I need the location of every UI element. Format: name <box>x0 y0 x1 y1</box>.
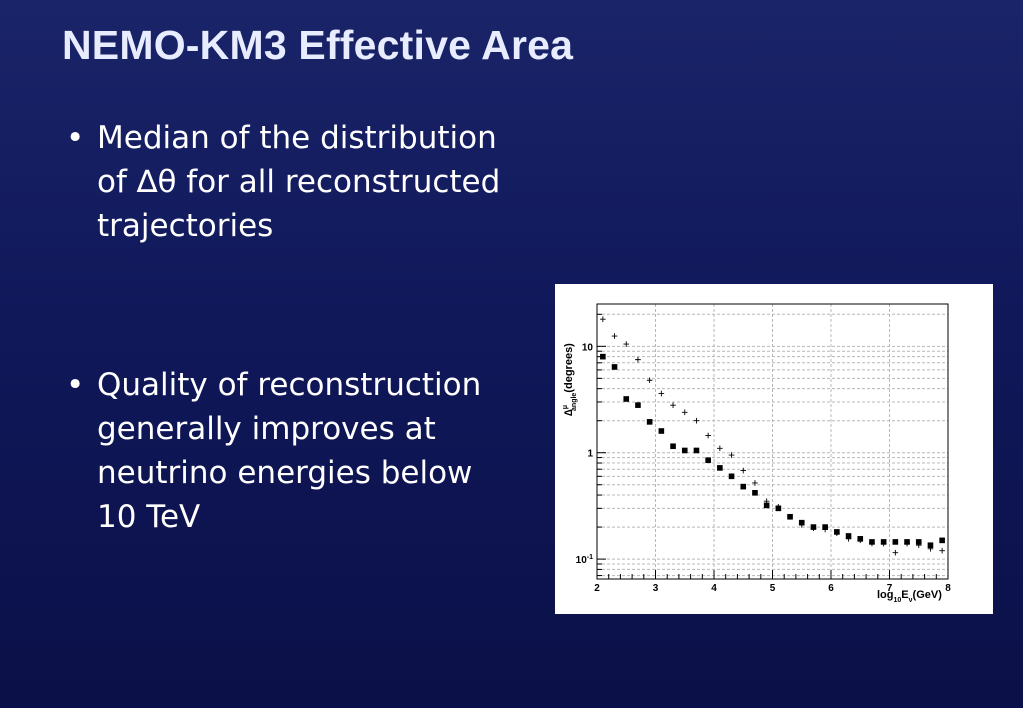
x-tick-label: 2 <box>594 583 600 594</box>
data-point-plus <box>681 409 688 416</box>
data-point-plus <box>845 536 852 542</box>
data-point-plus <box>635 356 641 363</box>
bullet-line: Median of the distribution <box>97 120 497 156</box>
bullet-line: 10 TeV <box>97 499 201 535</box>
bullet-text: Median of the distribution of ∆θ for all… <box>97 116 500 248</box>
data-point-square <box>611 364 618 370</box>
x-axis-label-mid: E <box>901 589 908 601</box>
data-point-square <box>635 402 641 408</box>
data-point-plus <box>834 530 840 537</box>
data-point-plus <box>740 467 747 474</box>
data-point-plus <box>646 377 653 384</box>
data-point-square <box>658 428 665 434</box>
data-point-plus <box>810 525 817 532</box>
y-axis-label-superscript: μ <box>562 405 569 409</box>
y-tick-label: 10 <box>582 342 594 353</box>
bullet-marker: • <box>66 367 85 403</box>
bullet-text: Quality of reconstruction generally impr… <box>97 363 481 539</box>
y-axis-label: ∆μ angle(degrees) <box>562 343 578 416</box>
bullet-line: generally improves at <box>97 411 436 447</box>
data-point-square <box>623 396 630 402</box>
data-point-square <box>927 542 934 549</box>
data-point-plus <box>822 526 828 533</box>
data-point-plus <box>658 390 665 397</box>
x-axis-label-nu: ν <box>909 597 913 604</box>
data-point-square <box>763 502 770 509</box>
data-point-plus <box>904 540 910 547</box>
bullet-line: neutrino energies below <box>97 455 473 491</box>
data-point-square <box>740 483 747 490</box>
plot-frame <box>596 303 949 580</box>
data-point-square <box>892 539 899 545</box>
data-point-plus <box>705 432 711 439</box>
x-tick-label: 3 <box>653 583 659 594</box>
y-tick-label: 1 <box>587 449 593 460</box>
data-point-plus <box>939 547 945 554</box>
data-point-plus <box>717 445 723 452</box>
bullet-line: trajectories <box>97 208 274 244</box>
data-point-plus <box>611 333 618 339</box>
data-point-plus <box>752 480 758 486</box>
chart-grid <box>597 304 948 579</box>
x-axis-label-subscript: 10 <box>894 597 902 604</box>
y-axis-label-main: ∆ <box>563 409 575 416</box>
data-point-square <box>693 447 700 454</box>
data-point-plus <box>857 537 864 544</box>
data-point-plus <box>775 504 782 510</box>
data-point-square <box>600 353 606 360</box>
y-tick-label: 10-1 <box>576 554 593 566</box>
data-point-plus <box>787 513 793 520</box>
data-point-plus <box>880 540 887 547</box>
data-point-square <box>681 447 688 454</box>
x-tick-label: 5 <box>770 583 776 594</box>
data-point-plus <box>763 498 770 505</box>
x-tick-label: 7 <box>887 583 893 594</box>
data-point-plus <box>927 545 934 552</box>
bullet-line: of ∆θ for all reconstructed <box>97 164 501 200</box>
data-point-square <box>646 419 653 425</box>
data-point-plus <box>600 316 606 322</box>
data-point-square <box>670 443 676 450</box>
x-tick-label: 8 <box>945 583 951 594</box>
chart-series <box>600 316 945 556</box>
data-point-square <box>915 539 922 545</box>
x-tick-label: 6 <box>828 583 834 594</box>
x-axis-label-suffix: (GeV) <box>913 589 943 601</box>
data-point-square <box>939 537 945 544</box>
data-point-square <box>845 533 852 539</box>
data-point-square <box>728 473 735 480</box>
data-point-plus <box>892 549 899 556</box>
x-tick-label: 4 <box>711 583 717 594</box>
angular-resolution-chart: 2 3 4 5 6 7 8 10 1 10-1 ∆μ angle(degrees) log10Eν(… <box>555 284 993 614</box>
chart-tick-labels: 2 3 4 5 6 7 8 10 1 10-1 <box>576 342 952 594</box>
x-axis-label: log10Eν(GeV) <box>877 589 942 604</box>
slide-title: NEMO-KM3 Effective Area <box>62 22 574 68</box>
bullet-line: Quality of reconstruction <box>97 367 482 403</box>
y-axis-label-subscript: angle <box>571 393 578 411</box>
data-point-plus <box>728 452 735 458</box>
data-point-plus <box>915 542 922 549</box>
data-point-plus <box>623 341 630 347</box>
data-point-plus <box>693 417 700 424</box>
data-point-plus <box>670 402 676 408</box>
data-point-square <box>752 489 758 496</box>
x-axis-label-main: log <box>877 589 894 601</box>
data-point-square <box>705 457 711 464</box>
bullet-marker: • <box>66 120 85 156</box>
data-point-plus <box>798 522 805 528</box>
data-point-square <box>717 465 723 471</box>
data-point-plus <box>869 540 875 547</box>
y-axis-label-suffix: (degrees) <box>563 343 575 393</box>
